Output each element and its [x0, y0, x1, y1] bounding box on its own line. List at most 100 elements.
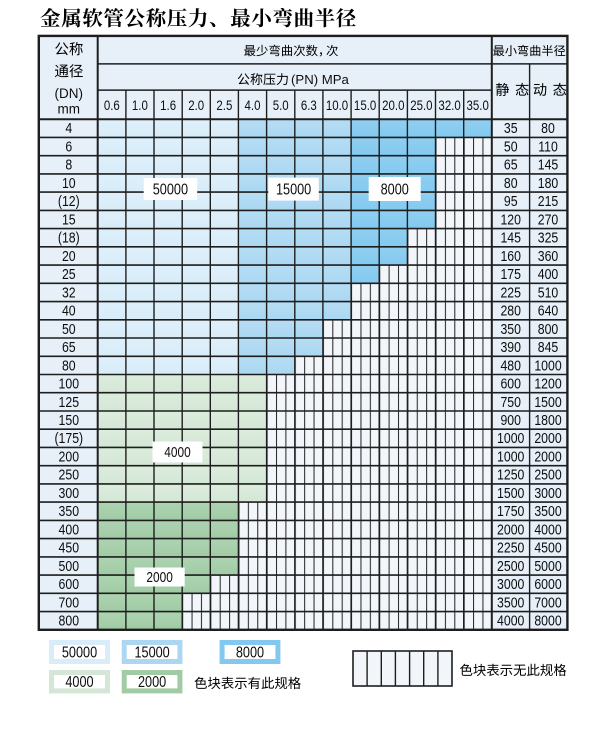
svg-text:145: 145: [500, 229, 521, 245]
svg-text:20.0: 20.0: [382, 97, 404, 113]
svg-text:10: 10: [62, 175, 76, 191]
svg-text:10.0: 10.0: [326, 97, 348, 113]
svg-text:3000: 3000: [534, 485, 562, 501]
svg-text:4.0: 4.0: [245, 97, 261, 113]
svg-text:65: 65: [62, 339, 76, 355]
svg-text:900: 900: [500, 412, 521, 428]
svg-text:1000: 1000: [497, 448, 525, 464]
svg-text:2000: 2000: [138, 674, 166, 691]
svg-text:32.0: 32.0: [438, 97, 460, 113]
svg-text:80: 80: [541, 120, 555, 136]
svg-text:4500: 4500: [534, 539, 562, 555]
svg-text:300: 300: [59, 485, 80, 501]
svg-text:50000: 50000: [62, 644, 97, 661]
svg-text:800: 800: [538, 321, 559, 337]
svg-text:1250: 1250: [497, 467, 525, 483]
svg-text:50: 50: [504, 138, 518, 154]
svg-text:150: 150: [59, 412, 80, 428]
svg-text:500: 500: [59, 558, 80, 574]
svg-text:25.0: 25.0: [410, 97, 432, 113]
svg-text:2250: 2250: [497, 539, 525, 555]
svg-text:2500: 2500: [497, 558, 525, 574]
svg-text:2.5: 2.5: [216, 97, 232, 113]
svg-text:400: 400: [59, 521, 80, 537]
svg-text:200: 200: [59, 448, 80, 464]
svg-text:280: 280: [500, 302, 521, 318]
svg-text:180: 180: [538, 175, 559, 191]
svg-text:3000: 3000: [497, 576, 525, 592]
svg-text:600: 600: [59, 576, 80, 592]
svg-text:360: 360: [538, 248, 559, 264]
svg-text:700: 700: [59, 594, 80, 610]
svg-text:120: 120: [500, 211, 521, 227]
svg-text:95: 95: [504, 193, 518, 209]
svg-text:(DN): (DN): [55, 86, 84, 101]
svg-text:25: 25: [62, 266, 76, 282]
svg-text:4000: 4000: [65, 674, 93, 691]
svg-text:(12): (12): [58, 193, 80, 209]
svg-text:4: 4: [65, 120, 72, 136]
svg-text:15000: 15000: [134, 644, 169, 661]
svg-text:390: 390: [500, 339, 521, 355]
svg-text:350: 350: [500, 321, 521, 337]
svg-text:65: 65: [504, 157, 518, 173]
svg-text:80: 80: [504, 175, 518, 191]
svg-text:50000: 50000: [153, 181, 188, 198]
svg-text:0.6: 0.6: [104, 97, 120, 113]
svg-text:5000: 5000: [534, 558, 562, 574]
svg-text:800: 800: [59, 612, 80, 628]
svg-text:600: 600: [500, 375, 521, 391]
svg-text:2000: 2000: [534, 430, 562, 446]
svg-text:250: 250: [59, 467, 80, 483]
svg-text:2500: 2500: [534, 467, 562, 483]
svg-text:110: 110: [538, 138, 558, 154]
svg-text:3500: 3500: [497, 594, 525, 610]
svg-text:145: 145: [538, 157, 559, 173]
svg-text:8: 8: [65, 157, 72, 173]
svg-text:1200: 1200: [534, 375, 562, 391]
svg-text:20: 20: [62, 248, 76, 264]
svg-text:160: 160: [500, 248, 521, 264]
svg-text:1500: 1500: [497, 485, 525, 501]
svg-text:2.0: 2.0: [188, 97, 204, 113]
svg-text:40: 40: [62, 302, 76, 318]
svg-text:175: 175: [500, 266, 521, 282]
svg-text:1750: 1750: [497, 503, 525, 519]
svg-text:2000: 2000: [534, 448, 562, 464]
svg-text:(PN) MPa: (PN) MPa: [291, 72, 350, 87]
svg-text:100: 100: [59, 375, 80, 391]
svg-text:1500: 1500: [534, 394, 562, 410]
svg-text:1.0: 1.0: [132, 97, 148, 113]
svg-text:15000: 15000: [276, 181, 311, 198]
svg-text:225: 225: [500, 284, 521, 300]
svg-text:6: 6: [65, 138, 72, 154]
svg-text:325: 325: [538, 229, 559, 245]
svg-text:845: 845: [538, 339, 559, 355]
svg-text:8000: 8000: [236, 644, 264, 661]
svg-text:8000: 8000: [381, 181, 409, 198]
svg-text:15: 15: [62, 211, 76, 227]
svg-text:1000: 1000: [497, 430, 525, 446]
svg-text:3500: 3500: [534, 503, 562, 519]
svg-text:640: 640: [538, 302, 559, 318]
svg-text:750: 750: [500, 394, 521, 410]
svg-text:215: 215: [538, 193, 559, 209]
svg-text:15.0: 15.0: [354, 97, 376, 113]
svg-text:270: 270: [538, 211, 559, 227]
svg-text:2000: 2000: [497, 521, 525, 537]
svg-text:4000: 4000: [497, 612, 525, 628]
svg-text:50: 50: [62, 321, 76, 337]
svg-text:5.0: 5.0: [273, 97, 289, 113]
svg-text:7000: 7000: [534, 594, 562, 610]
svg-text:80: 80: [62, 357, 76, 373]
svg-text:(175): (175): [54, 430, 83, 446]
svg-text:350: 350: [59, 503, 80, 519]
svg-text:480: 480: [500, 357, 521, 373]
svg-text:(18): (18): [58, 229, 80, 245]
svg-text:6.3: 6.3: [301, 97, 317, 113]
svg-text:1.6: 1.6: [160, 97, 176, 113]
svg-text:32: 32: [62, 284, 76, 300]
svg-text:510: 510: [538, 284, 559, 300]
svg-text:1000: 1000: [534, 357, 562, 373]
svg-text:35.0: 35.0: [467, 97, 489, 113]
